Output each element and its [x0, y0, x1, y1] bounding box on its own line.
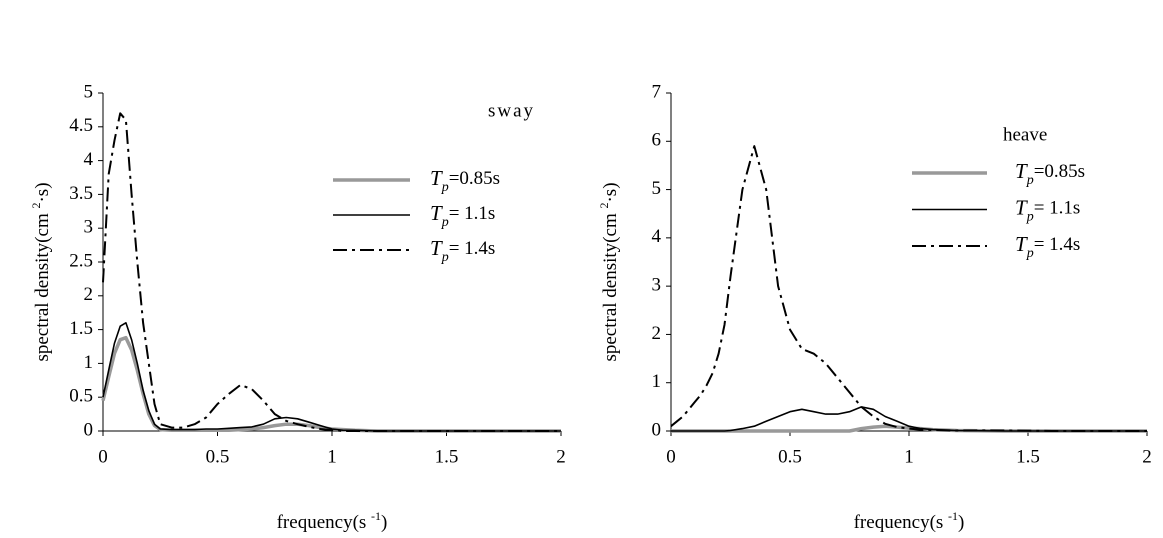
x-tick-label: 1: [904, 446, 914, 467]
x-tick-label: 0.5: [206, 446, 230, 467]
x-tick-label: 1.5: [1016, 446, 1040, 467]
y-tick-label: 5: [84, 81, 94, 102]
series-line: [101, 335, 561, 433]
y-tick-label: 7: [652, 81, 662, 102]
series-line: [102, 112, 561, 432]
y-tick-label: 2: [84, 284, 94, 305]
y-tick-label: 1: [652, 371, 662, 392]
y-tick-label: 0: [84, 419, 94, 440]
y-tick-label: 0.5: [69, 386, 93, 407]
y-tick-label: 3.5: [69, 183, 93, 204]
x-tick-label: 2: [1142, 446, 1152, 467]
y-tick-label: 3: [652, 275, 662, 296]
x-tick-label: 0: [98, 446, 108, 467]
legend-label: Tp= 1.1s: [1015, 195, 1080, 224]
y-tick-label: 0: [652, 419, 662, 440]
legend-label: Tp= 1.1s: [430, 201, 495, 230]
y-tick-label: 1: [84, 352, 94, 373]
x-axis-label: frequency(s -1): [277, 509, 388, 534]
x-axis-label: frequency(s -1): [854, 509, 965, 534]
legend-label: Tp= 1.4s: [1015, 232, 1080, 261]
series-line: [670, 145, 1147, 432]
y-tick-label: 5: [652, 178, 662, 199]
y-tick-label: 4.5: [69, 115, 93, 136]
legend-label: Tp= 1.4s: [430, 236, 495, 265]
y-tick-label: 1.5: [69, 318, 93, 339]
y-tick-label: 4: [84, 149, 94, 170]
y-tick-label: 3: [84, 217, 94, 238]
y-tick-label: 2.5: [69, 250, 93, 271]
legend-label: Tp=0.85s: [430, 166, 500, 195]
y-tick-label: 6: [652, 130, 662, 151]
legend-label: Tp=0.85s: [1015, 159, 1085, 188]
x-tick-label: 2: [556, 446, 566, 467]
x-tick-label: 1.5: [435, 446, 459, 467]
y-axis-label: spectral density(cm 2·s): [597, 182, 622, 361]
x-tick-label: 0: [666, 446, 676, 467]
series-line: [102, 321, 561, 432]
y-axis-label: spectral density(cm 2·s): [29, 182, 54, 361]
y-tick-label: 4: [652, 226, 662, 247]
x-tick-label: 1: [327, 446, 337, 467]
annotation: sway: [488, 100, 535, 121]
y-tick-label: 2: [652, 323, 662, 344]
annotation: heave: [1003, 124, 1047, 145]
x-tick-label: 0.5: [778, 446, 802, 467]
